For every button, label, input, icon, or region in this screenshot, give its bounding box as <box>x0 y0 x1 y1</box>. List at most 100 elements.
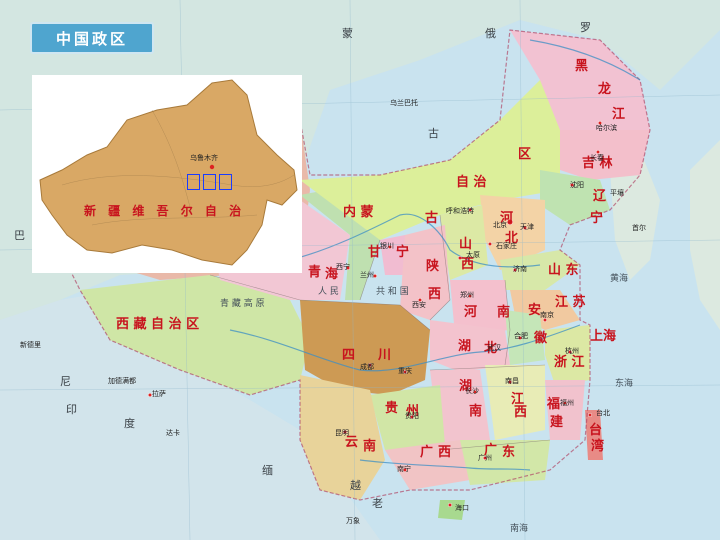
region-hainan <box>438 500 465 520</box>
xinjiang-inset: 新 疆 维 吾 尔 自 治 乌鲁木齐 <box>32 75 302 273</box>
city-label-hk: 海口 <box>455 504 469 512</box>
city-label-tj: 天津 <box>520 223 534 231</box>
city-label-py: 平壤 <box>610 189 624 197</box>
province-label-gd2: 东 <box>502 445 516 460</box>
neighbor-label-in1: 印 <box>66 403 77 416</box>
city-label-dk: 达卡 <box>166 429 180 437</box>
overlay-box-glyphs <box>187 172 235 192</box>
province-label-jx1: 江 <box>511 392 525 407</box>
neighbor-label-mg1: 蒙 <box>342 27 353 40</box>
city-label-wh: 武汉 <box>487 344 501 352</box>
city-label-xa: 西安 <box>412 301 426 309</box>
japan-land <box>690 140 720 330</box>
region-jilin <box>560 130 650 180</box>
yellow-river <box>289 213 541 268</box>
province-label-gs: 甘 <box>368 245 382 260</box>
province-borders <box>209 214 551 451</box>
province-label-hb2: 北 <box>484 341 498 356</box>
city-label-hz: 杭州 <box>565 347 579 355</box>
city-label-nd: 新德里 <box>20 341 41 349</box>
neighbor-label-in2: 度 <box>124 417 135 430</box>
region-tibet <box>80 275 310 395</box>
region-shanxi <box>440 205 488 280</box>
city-label-jn: 济南 <box>513 265 527 273</box>
province-label-ning: 宁 <box>590 211 604 226</box>
province-label-hebei2: 北 <box>505 231 519 246</box>
neighbor-label-pk: 巴 <box>14 229 25 242</box>
province-label-qu: 区 <box>518 147 532 162</box>
province-label-sx1: 陕 <box>426 259 440 274</box>
province-label-xz: 西 藏 自 治 区 <box>116 317 200 332</box>
region-yunnan <box>300 375 385 500</box>
province-label-gu: 古 <box>425 211 439 226</box>
city-label-cd: 成都 <box>360 363 374 371</box>
region-sichuan <box>300 300 430 395</box>
province-label-tw1: 台 <box>589 423 603 438</box>
province-label-tw2: 湾 <box>591 439 605 454</box>
box-glyph-icon <box>203 174 216 190</box>
geo-label-rm: 人 民 <box>318 287 339 297</box>
city-dots <box>147 120 603 508</box>
province-label-yn1: 云 <box>345 435 359 450</box>
province-label-nx: 宁 <box>396 245 410 260</box>
neighbor-label-np: 尼 <box>60 375 71 388</box>
province-label-sc2: 川 <box>378 348 392 363</box>
region-liaoning <box>540 170 610 225</box>
map-title: 中国政区 <box>30 22 154 54</box>
province-label-hb1: 湖 <box>458 339 472 354</box>
city-label-gz: 广州 <box>478 454 492 462</box>
province-label-hun2: 南 <box>469 404 483 419</box>
region-ningxia <box>380 235 410 275</box>
city-label-sy: 沈阳 <box>570 181 584 189</box>
korea-japan-land <box>610 150 660 280</box>
province-label-jiang: 江 <box>612 107 626 122</box>
neighbor-label-mg2: 古 <box>428 127 439 140</box>
city-label-kt: 加德满都 <box>108 377 136 385</box>
city-label-ulb: 乌兰巴托 <box>390 99 418 107</box>
province-label-hn2: 南 <box>497 305 511 320</box>
neighbor-label-mm: 缅 <box>262 464 273 477</box>
province-label-jx2: 西 <box>514 405 528 420</box>
province-label-ah2: 徽 <box>534 331 548 346</box>
region-henan <box>450 280 510 335</box>
province-label-nm: 内 蒙 <box>343 205 374 220</box>
city-label-se: 首尔 <box>632 224 646 232</box>
province-label-hei: 黑 <box>575 59 589 74</box>
region-hubei <box>430 320 510 372</box>
inset-label-urumqi: 乌鲁木齐 <box>190 154 218 162</box>
foreign-land-south <box>0 290 380 540</box>
city-label-vt: 万象 <box>346 517 360 525</box>
geo-label-nh: 南海 <box>510 524 529 534</box>
province-label-shanxi1: 山 <box>459 237 473 252</box>
region-jiangxi <box>485 365 545 440</box>
region-heilongjiang <box>510 30 650 140</box>
province-label-hn1: 河 <box>464 305 478 320</box>
province-label-sd: 山 东 <box>548 263 579 278</box>
city-label-tb: 台北 <box>596 409 610 417</box>
province-label-qh2: 海 <box>325 267 339 282</box>
city-label-cq: 重庆 <box>398 367 412 375</box>
region-taiwan <box>585 410 603 460</box>
city-label-hrb: 哈尔滨 <box>596 124 617 132</box>
city-label-nn: 南宁 <box>397 465 411 473</box>
city-label-nc: 南昌 <box>505 377 519 385</box>
city-label-nj: 南京 <box>540 311 554 319</box>
province-label-hun1: 湖 <box>459 379 473 394</box>
province-label-fj1: 福 <box>547 397 561 412</box>
city-label-km: 昆明 <box>335 429 349 437</box>
province-label-gz2: 州 <box>406 404 420 419</box>
province-label-sh: 上海 <box>590 329 617 344</box>
province-label-sx2: 西 <box>428 287 442 302</box>
province-label-gz1: 贵 <box>385 401 399 416</box>
pearl-river <box>359 459 531 471</box>
neighbor-label-vn: 越 <box>350 479 361 492</box>
neighbor-label-ru1: 俄 <box>485 27 496 40</box>
province-label-js: 江 苏 <box>555 295 586 310</box>
city-label-hhht: 呼和浩特 <box>446 207 474 215</box>
city-label-lz: 兰州 <box>360 271 374 279</box>
province-label-jl: 吉 林 <box>582 156 613 171</box>
box-glyph-icon <box>187 174 200 190</box>
city-label-bj: 北京 <box>493 221 507 229</box>
province-label-zj: 浙 江 <box>554 355 585 370</box>
